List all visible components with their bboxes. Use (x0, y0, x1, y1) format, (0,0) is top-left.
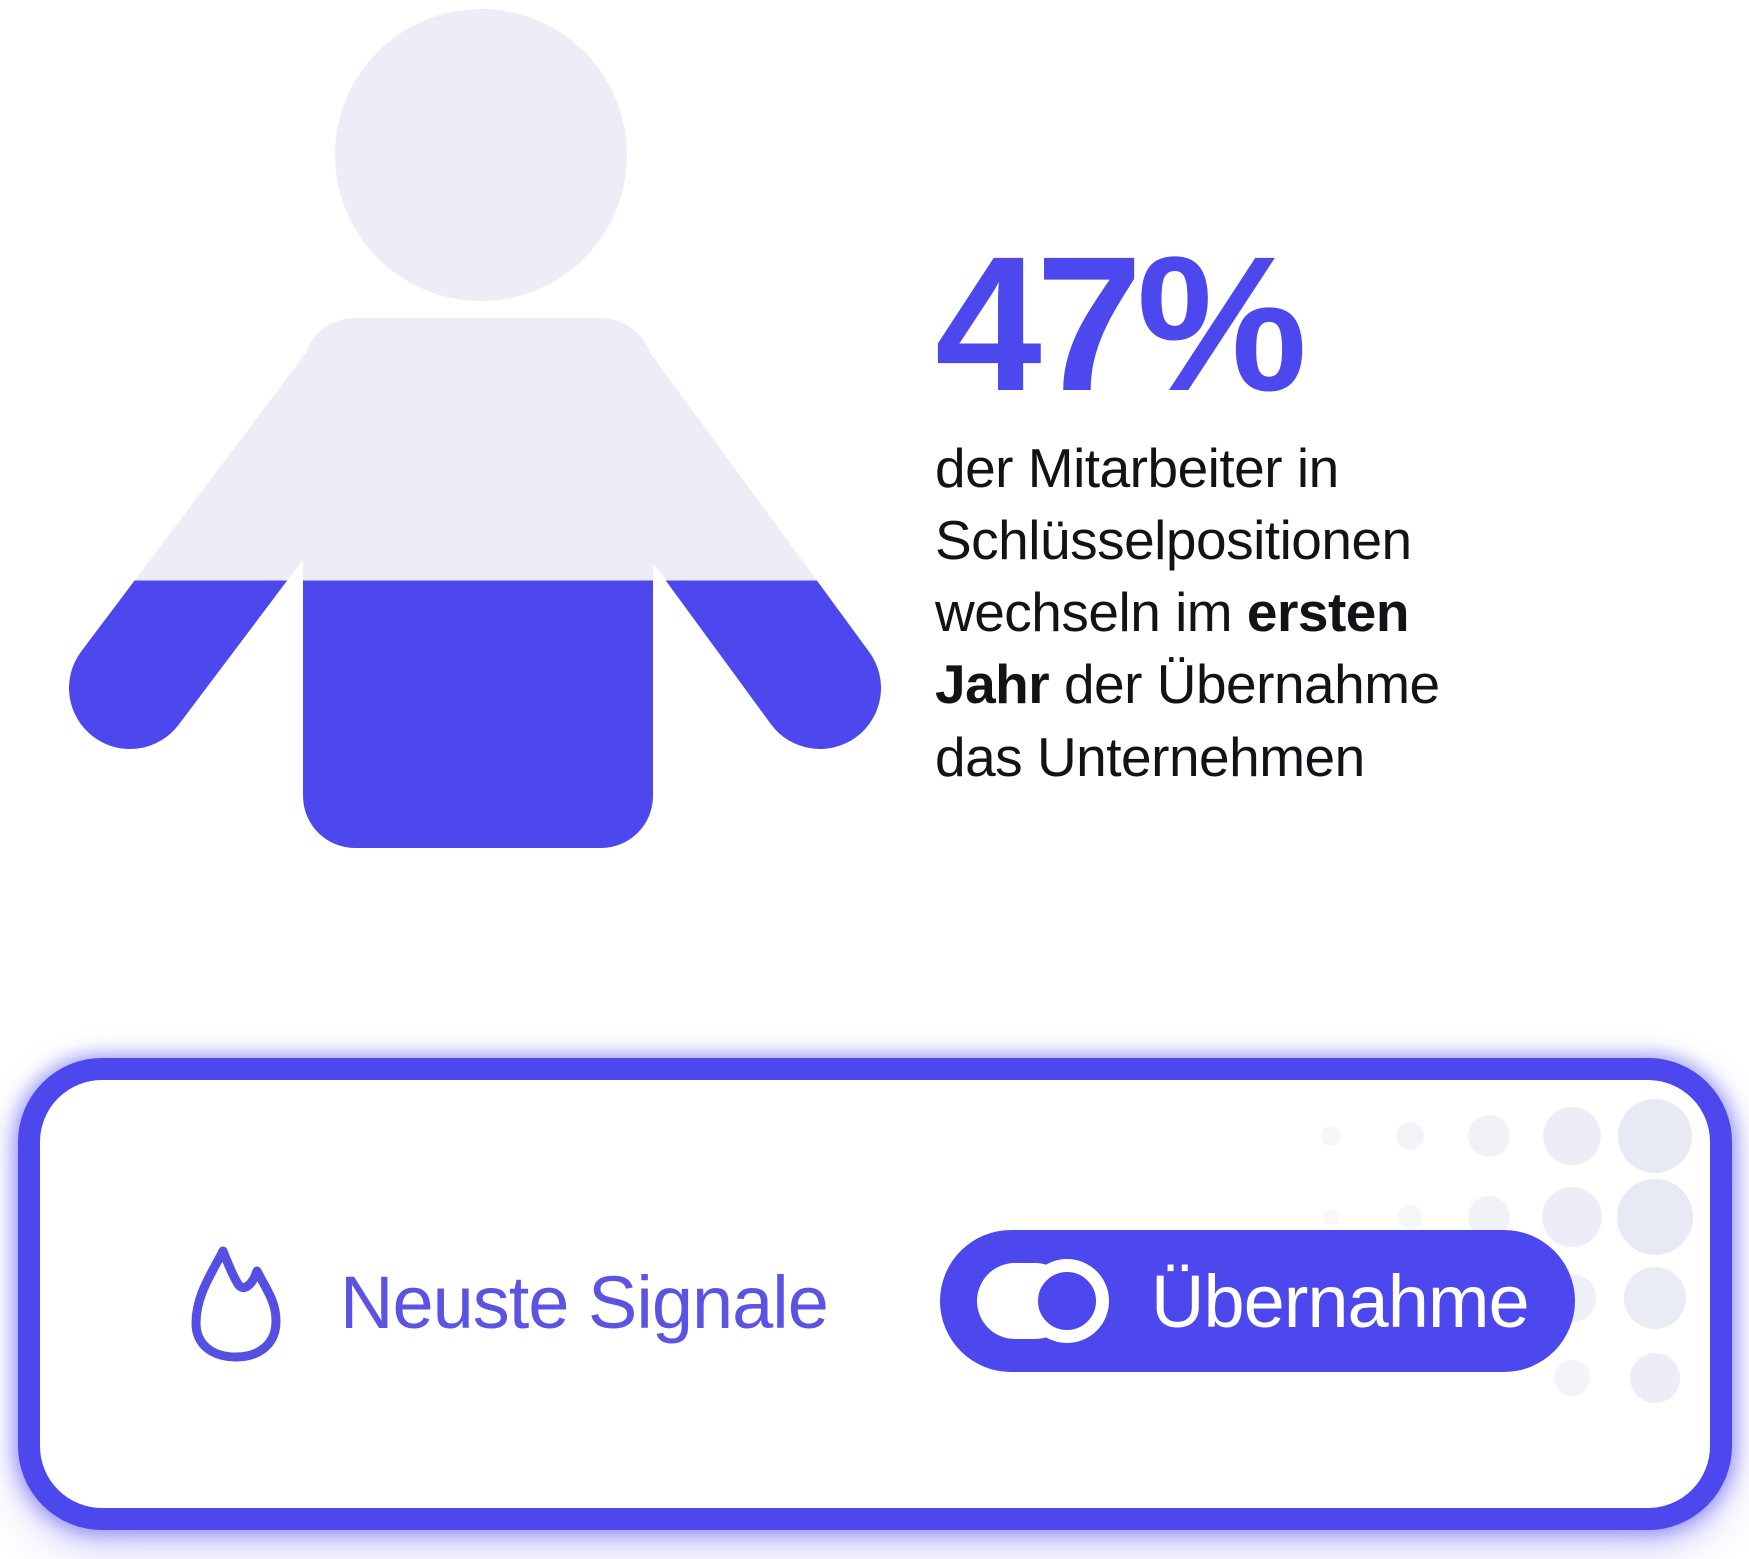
toggle-label: Übernahme (1151, 1259, 1530, 1343)
flame-icon (191, 1246, 281, 1362)
dots-pattern (1321, 1099, 1693, 1403)
stat-description-part2: der Übernahme das Unternehmen (935, 653, 1440, 788)
signal-card: Neuste Signale Übernahme (18, 1058, 1732, 1530)
stat-description-bold: ersten Jahr (935, 581, 1409, 716)
stat-description: der Mitarbeiter in Schlüsselpositionen w… (935, 432, 1483, 792)
toggle-knob[interactable] (1025, 1259, 1109, 1343)
person-figure (0, 0, 900, 860)
stat-description-part1: der Mitarbeiter in Schlüsselpositionen w… (935, 437, 1412, 644)
toggle-switch-icon[interactable] (977, 1258, 1109, 1344)
uebernahme-toggle-button[interactable]: Übernahme (940, 1230, 1575, 1372)
signal-label: Neuste Signale (340, 1261, 829, 1344)
person-icon (69, 9, 881, 848)
stat-value: 47% (935, 216, 1307, 431)
stat-block: 47% der Mitarbeiter in Schlüsselposition… (935, 216, 1483, 793)
